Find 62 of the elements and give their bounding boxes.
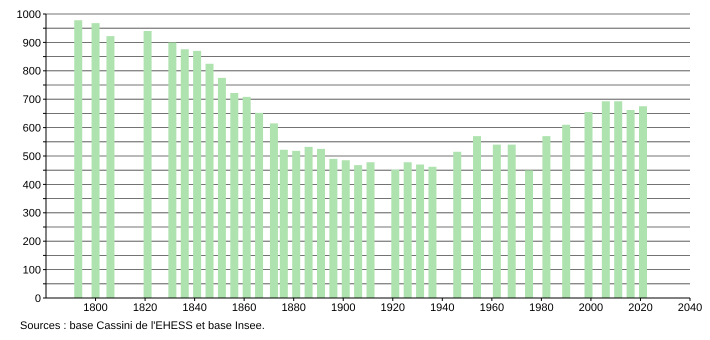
y-tick-label: 200 [22, 236, 41, 248]
bar [473, 136, 482, 298]
bar [584, 112, 592, 298]
bar [242, 96, 251, 298]
x-tick-label: 2020 [628, 302, 653, 314]
bar [74, 20, 82, 298]
bar [316, 148, 325, 298]
x-tick-label: 1940 [430, 302, 455, 314]
y-tick-label: 900 [22, 37, 41, 50]
bar [391, 170, 400, 298]
bar [270, 123, 278, 298]
bar [626, 110, 635, 298]
x-tick-label: 1880 [281, 302, 306, 314]
bar [542, 136, 550, 298]
bar [218, 78, 226, 298]
bar [106, 36, 114, 298]
x-tick-label: 1980 [529, 302, 554, 314]
bar [614, 101, 622, 298]
y-tick-label: 600 [22, 122, 41, 135]
bar [255, 112, 264, 298]
bar [525, 170, 534, 298]
bar [280, 150, 288, 298]
y-tick-label: 300 [22, 208, 41, 220]
x-tick-label: 1840 [182, 302, 207, 314]
bar [180, 49, 189, 298]
x-tick-label: 1900 [330, 302, 356, 314]
bar [404, 162, 412, 298]
x-tick-label: 2000 [578, 302, 604, 314]
bar [168, 42, 176, 298]
bar [342, 160, 350, 298]
bar [492, 144, 501, 298]
bar [206, 64, 214, 298]
y-tick-label: 0 [34, 292, 41, 305]
bar [304, 146, 313, 298]
y-tick-label: 700 [22, 94, 41, 106]
y-tick-label: 500 [22, 150, 41, 163]
y-tick-label: 400 [22, 179, 41, 192]
bar [329, 158, 338, 298]
bar [92, 23, 100, 298]
bar [366, 162, 375, 298]
bar [292, 150, 300, 298]
bar [193, 50, 202, 298]
bar [428, 166, 436, 298]
bar [230, 92, 238, 298]
bar [416, 164, 424, 298]
x-tick-label: 1920 [380, 302, 406, 314]
bar [602, 101, 610, 298]
bar [354, 165, 362, 298]
y-tick-label: 1000 [16, 8, 41, 21]
x-tick-label: 1860 [232, 302, 256, 314]
x-tick-label: 2040 [678, 302, 702, 314]
y-tick-label: 100 [22, 264, 41, 277]
source-note: Sources : base Cassini de l'EHESS et base Insee. [20, 320, 265, 332]
y-tick-label: 800 [22, 66, 41, 78]
bar [562, 124, 570, 298]
bar [638, 106, 647, 298]
bar [508, 144, 516, 298]
x-tick-label: 1960 [480, 302, 504, 314]
bar [144, 31, 152, 298]
bar [453, 152, 462, 298]
x-tick-label: 1800 [83, 302, 108, 314]
x-tick-label: 1820 [132, 302, 158, 314]
